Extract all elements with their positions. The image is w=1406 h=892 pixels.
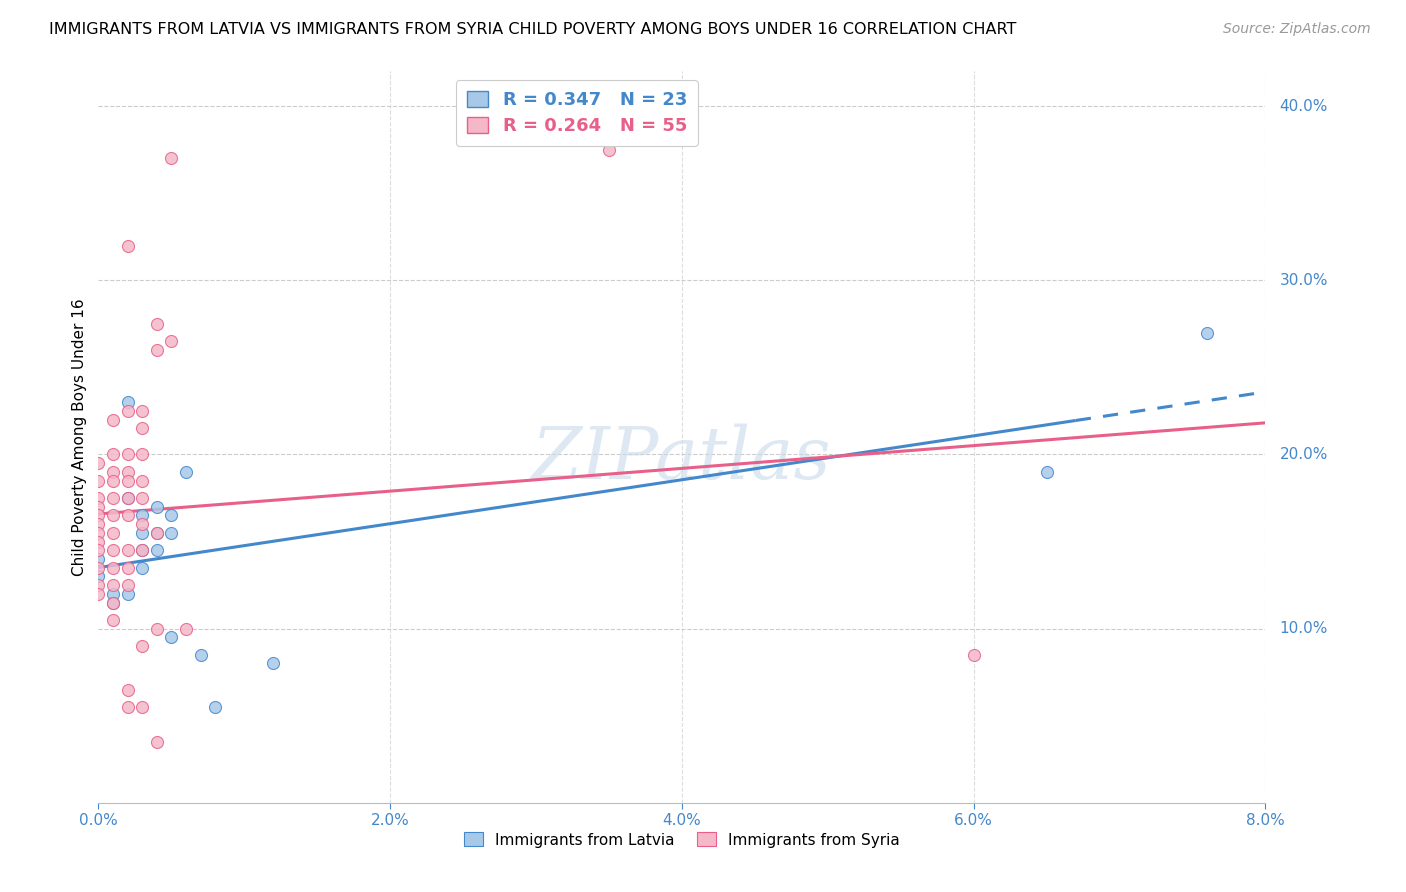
Point (117, 448, 139, 462)
Point (160, 334, 183, 349)
Point (146, 500, 169, 514)
Point (87, 587, 110, 601)
Point (117, 474, 139, 488)
Y-axis label: Child Poverty Among Boys Under 16: Child Poverty Among Boys Under 16 (72, 298, 87, 576)
Point (101, 525, 124, 540)
Point (87, 534, 110, 549)
Text: 30.0%: 30.0% (1279, 273, 1327, 288)
Point (87, 456, 110, 470)
Text: 40.0%: 40.0% (1279, 99, 1327, 113)
Point (117, 395, 139, 409)
Point (131, 543, 153, 558)
Text: 10.0%: 10.0% (1279, 621, 1327, 636)
Point (131, 491, 153, 505)
Point (117, 491, 139, 505)
Point (87, 508, 110, 523)
Point (190, 648, 212, 662)
Point (117, 543, 139, 558)
Point (101, 448, 124, 462)
Point (1035, 465, 1057, 479)
Point (101, 465, 124, 479)
Text: ZIPatlas: ZIPatlas (531, 424, 832, 494)
Point (101, 491, 124, 505)
Point (146, 343, 169, 357)
Point (117, 508, 139, 523)
Point (160, 508, 183, 523)
Point (117, 560, 139, 574)
Point (131, 560, 153, 574)
Point (131, 517, 153, 532)
Point (117, 465, 139, 479)
Point (87, 491, 110, 505)
Point (87, 525, 110, 540)
Point (174, 465, 197, 479)
Point (146, 735, 169, 749)
Point (87, 552, 110, 566)
Point (131, 639, 153, 653)
Point (87, 543, 110, 558)
Text: Source: ZipAtlas.com: Source: ZipAtlas.com (1223, 22, 1371, 37)
Point (131, 474, 153, 488)
Text: 20.0%: 20.0% (1279, 447, 1327, 462)
Point (101, 613, 124, 627)
Point (101, 560, 124, 574)
Point (146, 317, 169, 331)
Point (117, 404, 139, 418)
Point (131, 508, 153, 523)
Point (131, 404, 153, 418)
Point (131, 525, 153, 540)
Point (131, 700, 153, 714)
Point (101, 508, 124, 523)
Point (160, 525, 183, 540)
Point (101, 578, 124, 592)
Point (117, 682, 139, 697)
Point (101, 587, 124, 601)
Point (146, 525, 169, 540)
Text: IMMIGRANTS FROM LATVIA VS IMMIGRANTS FROM SYRIA CHILD POVERTY AMONG BOYS UNDER 1: IMMIGRANTS FROM LATVIA VS IMMIGRANTS FRO… (49, 22, 1017, 37)
Point (101, 595, 124, 609)
Point (101, 543, 124, 558)
Point (262, 657, 284, 671)
Point (87, 474, 110, 488)
Point (117, 587, 139, 601)
Point (160, 152, 183, 166)
Legend: Immigrants from Latvia, Immigrants from Syria: Immigrants from Latvia, Immigrants from … (458, 826, 905, 854)
Point (174, 622, 197, 636)
Point (160, 631, 183, 645)
Point (131, 421, 153, 435)
Point (131, 448, 153, 462)
Point (204, 700, 226, 714)
Point (117, 578, 139, 592)
Point (117, 238, 139, 252)
Point (87, 578, 110, 592)
Point (962, 648, 984, 662)
Point (87, 500, 110, 514)
Point (117, 491, 139, 505)
Point (101, 595, 124, 609)
Point (1197, 326, 1219, 340)
Point (101, 412, 124, 426)
Point (146, 543, 169, 558)
Point (87, 560, 110, 574)
Point (87, 569, 110, 583)
Point (101, 474, 124, 488)
Point (87, 517, 110, 532)
Point (117, 700, 139, 714)
Point (146, 525, 169, 540)
Point (146, 622, 169, 636)
Point (131, 543, 153, 558)
Point (598, 143, 620, 157)
